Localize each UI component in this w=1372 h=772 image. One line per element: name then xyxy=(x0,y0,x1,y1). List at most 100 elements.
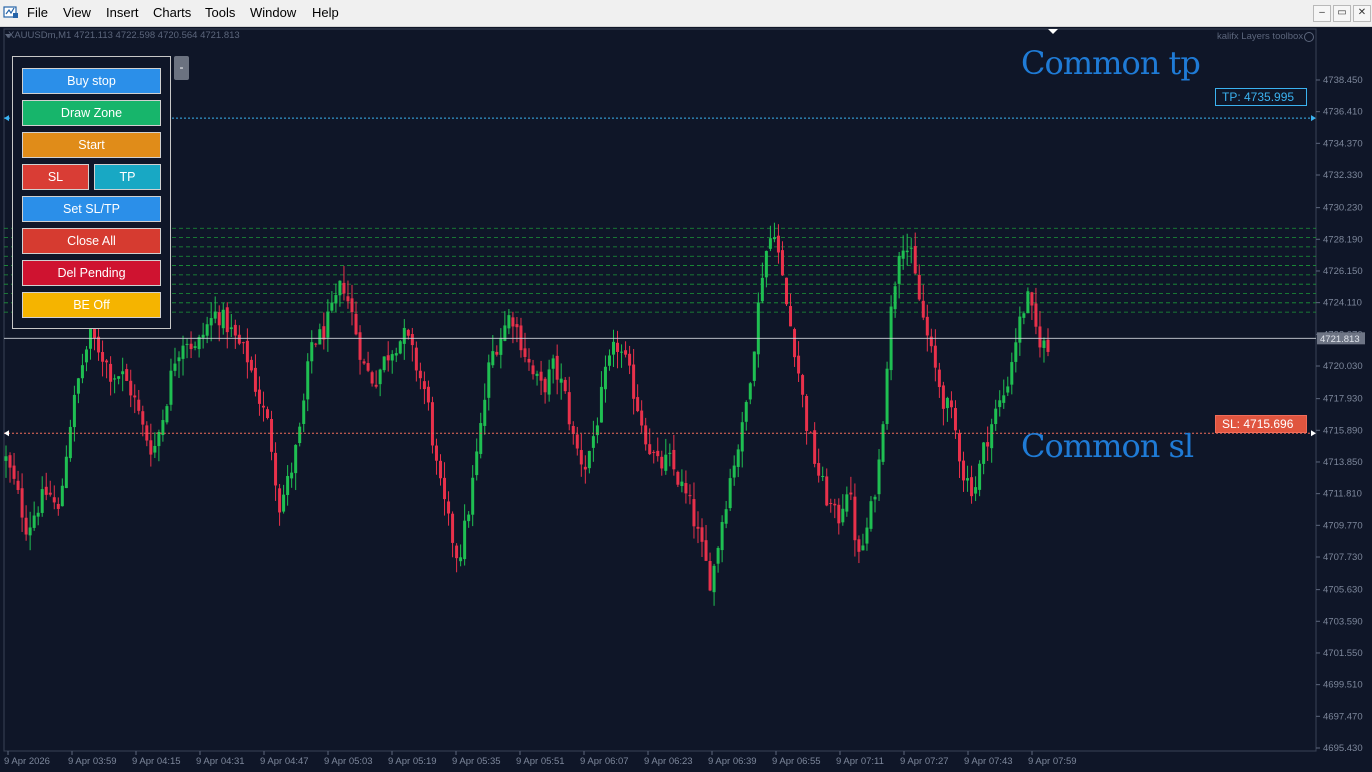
candle-body xyxy=(636,397,640,412)
candle-body xyxy=(603,366,607,390)
candle-body xyxy=(24,517,28,535)
candle-body xyxy=(233,324,237,336)
candle-body xyxy=(36,512,40,517)
menu-insert[interactable]: Insert xyxy=(106,5,139,20)
tp-button[interactable]: TP xyxy=(94,164,161,190)
sl-line-end-icon xyxy=(1311,430,1316,437)
sl-price-tag[interactable]: SL: 4715.696 xyxy=(1215,415,1307,433)
candle-body xyxy=(282,494,286,512)
candle-body xyxy=(583,466,587,470)
candle-body xyxy=(354,313,358,335)
menu-tools[interactable]: Tools xyxy=(205,5,236,20)
be-off-button[interactable]: BE Off xyxy=(22,292,161,318)
restore-button[interactable]: ▭ xyxy=(1333,5,1351,22)
candle-body xyxy=(129,380,133,396)
set-sltp-button[interactable]: Set SL/TP xyxy=(22,196,161,222)
candle-body xyxy=(4,456,8,461)
del-pending-button[interactable]: Del Pending xyxy=(22,260,161,286)
candle-body xyxy=(793,329,797,358)
candle-body xyxy=(789,306,793,327)
candle-body xyxy=(229,327,233,330)
candle-body xyxy=(467,514,471,522)
common-tp-label: Common tp xyxy=(1021,44,1201,82)
candle-body xyxy=(213,311,217,319)
y-tick-label: 4711.810 xyxy=(1323,489,1362,500)
candle-body xyxy=(141,411,145,425)
candle-body xyxy=(901,250,905,259)
x-tick-label: 9 Apr 06:07 xyxy=(580,756,629,767)
close-window-button[interactable]: ✕ xyxy=(1353,5,1371,22)
candle-body xyxy=(278,488,282,513)
x-tick-label: 9 Apr 05:35 xyxy=(452,756,501,767)
y-tick-label: 4699.510 xyxy=(1323,680,1363,691)
menu-help[interactable]: Help xyxy=(312,5,339,20)
candle-body xyxy=(825,476,829,506)
menu-charts[interactable]: Charts xyxy=(153,5,192,20)
chart-area[interactable]: 4738.450 4736.410 4734.370 4732.330 4730.230… xyxy=(0,27,1372,772)
candle-body xyxy=(559,378,563,383)
candle-body xyxy=(957,433,961,462)
candle-body xyxy=(302,400,306,424)
minimize-button[interactable]: – xyxy=(1313,5,1331,22)
candle-body xyxy=(563,379,567,392)
candle-body xyxy=(519,325,523,351)
candle-body xyxy=(209,318,213,326)
collapse-panel-button[interactable]: - xyxy=(174,56,189,80)
candle-body xyxy=(346,296,350,302)
candle-body xyxy=(857,539,861,552)
y-tick-label: 4736.410 xyxy=(1323,107,1363,118)
candle-body xyxy=(56,503,60,509)
current-price-tag xyxy=(1317,332,1365,345)
x-tick-label: 9 Apr 06:39 xyxy=(708,756,757,767)
y-tick-label: 4728.190 xyxy=(1323,234,1363,245)
close-all-button[interactable]: Close All xyxy=(22,228,161,254)
candle-body xyxy=(394,353,398,356)
menu-window[interactable]: Window xyxy=(250,5,297,20)
candle-body xyxy=(241,342,245,344)
candle-body xyxy=(849,492,853,495)
candle-body xyxy=(628,353,632,366)
candle-body xyxy=(644,425,648,445)
candle-body xyxy=(286,476,290,496)
candle-body xyxy=(334,295,338,304)
candle-body xyxy=(660,456,664,469)
candle-body xyxy=(873,496,877,500)
candle-body xyxy=(434,445,438,461)
candle-body xyxy=(949,400,953,408)
y-tick-label: 4726.150 xyxy=(1323,266,1363,277)
candle-body xyxy=(1022,313,1026,318)
candle-body xyxy=(12,465,16,479)
tp-price-tag[interactable]: TP: 4735.995 xyxy=(1215,88,1307,106)
candle-body xyxy=(370,372,374,384)
candle-body xyxy=(551,358,555,369)
candle-body xyxy=(865,527,869,544)
y-tick-label: 4734.370 xyxy=(1323,138,1363,149)
x-tick-label: 9 Apr 07:43 xyxy=(964,756,1013,767)
candle-body xyxy=(113,378,117,380)
buy-stop-button[interactable]: Buy stop xyxy=(22,68,161,94)
sl-button[interactable]: SL xyxy=(22,164,89,190)
candle-body xyxy=(177,357,181,362)
start-button[interactable]: Start xyxy=(22,132,161,158)
candle-body xyxy=(153,445,157,453)
candle-body xyxy=(439,460,443,479)
candle-body xyxy=(696,526,700,529)
candle-body xyxy=(784,277,788,305)
candle-body xyxy=(809,432,813,434)
candle-body xyxy=(398,341,402,354)
menu-file[interactable]: File xyxy=(27,5,48,20)
y-tick-label: 4703.590 xyxy=(1323,616,1363,627)
tp-line-handle-icon xyxy=(4,115,9,122)
draw-zone-button[interactable]: Draw Zone xyxy=(22,100,161,126)
y-tick-label: 4715.890 xyxy=(1323,425,1363,436)
candle-body xyxy=(990,424,994,449)
candle-body xyxy=(853,496,857,541)
y-tick-label: 4705.630 xyxy=(1323,585,1363,596)
candle-body xyxy=(704,540,708,561)
candle-body xyxy=(1018,316,1022,343)
price-chart[interactable]: 4738.450 4736.410 4734.370 4732.330 4730.230… xyxy=(0,27,1372,772)
candle-body xyxy=(680,481,684,487)
candle-body xyxy=(869,501,873,529)
menu-view[interactable]: View xyxy=(63,5,91,20)
sl-line-handle-icon xyxy=(4,430,9,437)
